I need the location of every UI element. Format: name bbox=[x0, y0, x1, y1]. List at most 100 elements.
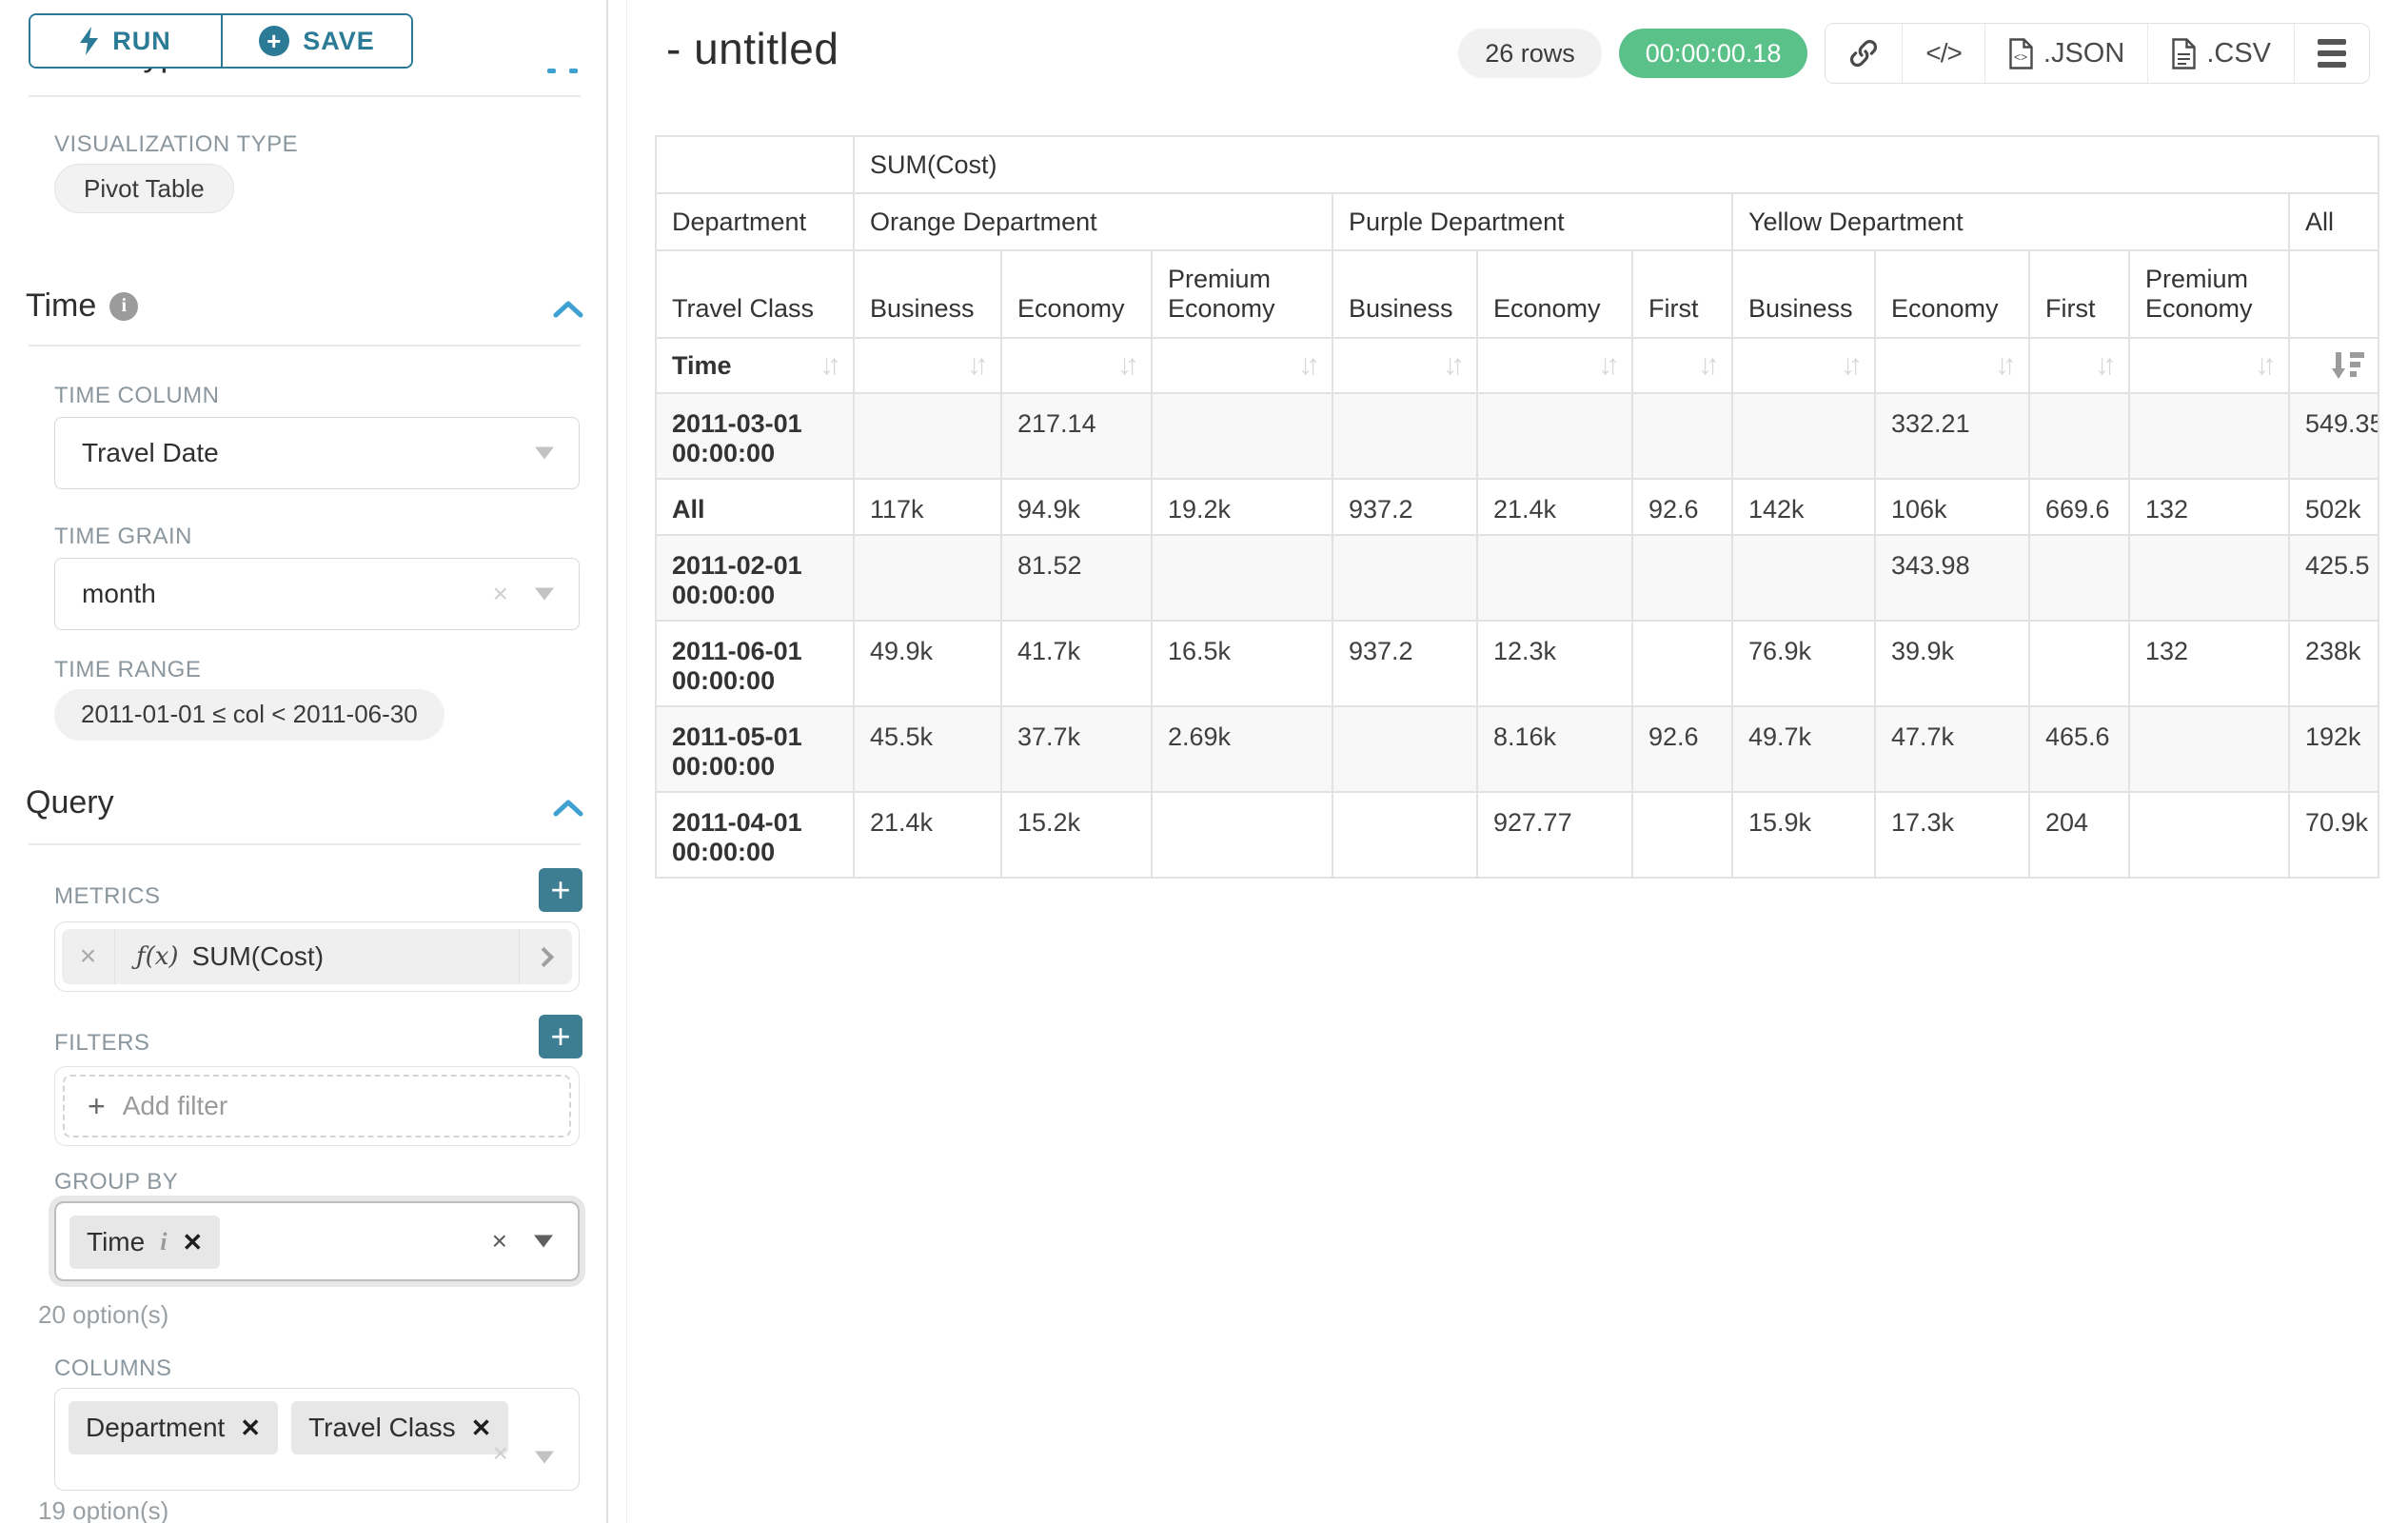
time-range-value[interactable]: 2011-01-01 ≤ col < 2011-06-30 bbox=[54, 689, 444, 741]
pivot-value-cell bbox=[2028, 392, 2130, 480]
columns-pill-label: Department bbox=[86, 1413, 226, 1442]
clear-icon[interactable]: × bbox=[492, 579, 508, 608]
run-button[interactable]: RUN bbox=[30, 15, 221, 67]
caret-down-icon bbox=[535, 446, 554, 460]
columns-label: COLUMNS bbox=[54, 1355, 172, 1381]
pivot-value-cell: 94.9k bbox=[1000, 478, 1153, 536]
sort-toggle-icon: ↓↑ bbox=[1698, 349, 1720, 381]
pivot-column-sort-header[interactable] bbox=[2287, 337, 2380, 394]
clear-icon[interactable]: × bbox=[491, 1226, 507, 1256]
columns-pill-label: Travel Class bbox=[308, 1413, 456, 1442]
pivot-value-cell bbox=[1631, 620, 1733, 707]
hamburger-icon bbox=[2318, 39, 2346, 68]
columns-options-hint: 19 option(s) bbox=[38, 1496, 169, 1523]
pivot-value-cell: 21.4k bbox=[853, 791, 1002, 879]
pivot-row-dim-sort-header[interactable]: Time ↓↑ bbox=[655, 337, 855, 394]
sort-toggle-icon: ↓↑ bbox=[1443, 349, 1465, 381]
pivot-column-sort-header[interactable]: ↓↑ bbox=[853, 337, 1002, 394]
view-query-button[interactable]: </> bbox=[1902, 24, 1984, 83]
pivot-value-cell: 92.6 bbox=[1631, 478, 1733, 536]
time-section-heading: Time i bbox=[26, 287, 139, 325]
pivot-value-cell: 204 bbox=[2028, 791, 2130, 879]
pivot-column-sort-header[interactable]: ↓↑ bbox=[2128, 337, 2290, 394]
caret-down-icon bbox=[534, 1235, 553, 1248]
pivot-value-cell: 106k bbox=[1874, 478, 2030, 536]
metric-expand-control[interactable] bbox=[519, 929, 572, 984]
remove-pill-icon[interactable]: ✕ bbox=[470, 1413, 492, 1442]
collapse-chevron-up-icon[interactable] bbox=[552, 798, 584, 819]
pivot-value-cell: 17.3k bbox=[1874, 791, 2030, 879]
clear-icon[interactable]: × bbox=[492, 1438, 508, 1468]
pivot-row-label: 2011-05-01 00:00:00 bbox=[655, 705, 855, 793]
pivot-column-sort-header[interactable]: ↓↑ bbox=[1000, 337, 1153, 394]
sort-toggle-icon: ↓↑ bbox=[2095, 349, 2117, 381]
pivot-value-cell: 49.9k bbox=[853, 620, 1002, 707]
pivot-value-cell: 49.7k bbox=[1731, 705, 1876, 793]
pivot-column-sort-header[interactable]: ↓↑ bbox=[1631, 337, 1733, 394]
pivot-column-sort-header[interactable]: ↓↑ bbox=[1332, 337, 1478, 394]
pivot-col-group: Yellow Department bbox=[1731, 192, 2290, 251]
pivot-col-group: Purple Department bbox=[1332, 192, 1733, 251]
export-json-button[interactable]: <> .JSON bbox=[1984, 24, 2148, 83]
metric-pill[interactable]: × ƒ(x) SUM(Cost) bbox=[62, 929, 572, 984]
group-by-select[interactable]: Time i ✕ × bbox=[54, 1201, 580, 1281]
pivot-value-cell: 16.5k bbox=[1151, 620, 1333, 707]
save-button-label: SAVE bbox=[303, 26, 375, 55]
pivot-value-cell: 937.2 bbox=[1332, 478, 1478, 536]
pivot-column-sort-header[interactable]: ↓↑ bbox=[2028, 337, 2130, 394]
plus-circle-icon: + bbox=[259, 26, 290, 56]
csv-file-icon bbox=[2172, 37, 2197, 69]
pivot-data-row: 2011-05-01 00:00:00 45.5k 37.7k 2.69k 8.16k 9… bbox=[655, 705, 2380, 793]
pivot-value-cell bbox=[1631, 791, 1733, 879]
pivot-value-cell bbox=[1151, 534, 1333, 622]
collapse-chevron-up-icon[interactable] bbox=[552, 299, 584, 320]
pivot-col-subaxis-label: Travel Class bbox=[655, 249, 855, 339]
pivot-value-cell: 142k bbox=[1731, 478, 1876, 536]
pivot-column-sort-header[interactable]: ↓↑ bbox=[1731, 337, 1876, 394]
chart-title[interactable]: - untitled bbox=[666, 24, 839, 73]
pivot-column-sort-header[interactable]: ↓↑ bbox=[1476, 337, 1633, 394]
add-filter-button[interactable]: + bbox=[539, 1015, 582, 1058]
csv-export-label: .CSV bbox=[2206, 37, 2271, 69]
time-column-select[interactable]: Travel Date bbox=[54, 417, 580, 489]
pivot-value-cell: 39.9k bbox=[1874, 620, 2030, 707]
pivot-value-cell bbox=[1151, 791, 1333, 879]
pivot-value-cell: 92.6 bbox=[1631, 705, 1733, 793]
pivot-col-group: All bbox=[2287, 192, 2380, 251]
pivot-column-sort-header[interactable]: ↓↑ bbox=[1151, 337, 1333, 394]
columns-pill[interactable]: Travel Class ✕ bbox=[291, 1401, 509, 1454]
time-grain-select[interactable]: month × bbox=[54, 558, 580, 630]
pivot-value-cell: 669.6 bbox=[2028, 478, 2130, 536]
visualization-type-label: VISUALIZATION TYPE bbox=[54, 131, 299, 157]
columns-select[interactable]: Department ✕ Travel Class ✕ × bbox=[54, 1388, 580, 1491]
remove-pill-icon[interactable]: ✕ bbox=[182, 1227, 204, 1256]
pivot-header-row: Travel Class Business Economy Premium Econo… bbox=[655, 249, 2380, 339]
panel-divider[interactable] bbox=[606, 0, 608, 1523]
pivot-column-sort-header[interactable]: ↓↑ bbox=[1874, 337, 2030, 394]
columns-pill[interactable]: Department ✕ bbox=[69, 1401, 279, 1454]
pivot-value-cell bbox=[1476, 534, 1633, 622]
copy-link-button[interactable] bbox=[1826, 24, 1903, 83]
add-filter-dropzone[interactable]: + Add filter bbox=[63, 1075, 571, 1137]
pivot-class-header: Economy bbox=[1000, 249, 1153, 339]
run-save-button-group: RUN + SAVE bbox=[29, 13, 413, 69]
pivot-value-cell: 2.69k bbox=[1151, 705, 1333, 793]
lightning-icon bbox=[80, 27, 99, 55]
time-column-value: Travel Date bbox=[82, 438, 219, 467]
caret-down-icon bbox=[535, 587, 554, 601]
visualization-type-value[interactable]: Pivot Table bbox=[54, 164, 234, 213]
info-icon: i bbox=[109, 291, 139, 321]
pivot-corner-cell bbox=[655, 135, 855, 194]
pivot-header-row: Department Orange Department Purple Depart… bbox=[655, 192, 2380, 251]
pivot-value-cell: 81.52 bbox=[1000, 534, 1153, 622]
group-by-pill[interactable]: Time i ✕ bbox=[69, 1216, 221, 1269]
remove-metric-icon[interactable]: × bbox=[62, 929, 115, 984]
menu-button[interactable] bbox=[2294, 24, 2369, 83]
pivot-value-cell bbox=[1731, 534, 1876, 622]
pivot-value-cell: 549.35 bbox=[2287, 392, 2380, 480]
pivot-value-cell: 332.21 bbox=[1874, 392, 2030, 480]
export-csv-button[interactable]: .CSV bbox=[2147, 24, 2294, 83]
remove-pill-icon[interactable]: ✕ bbox=[240, 1413, 262, 1442]
add-metric-button[interactable]: + bbox=[539, 868, 582, 912]
save-button[interactable]: + SAVE bbox=[221, 15, 411, 67]
